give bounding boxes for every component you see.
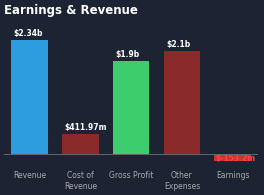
- Text: $2.34b: $2.34b: [14, 29, 43, 38]
- Bar: [113, 61, 149, 154]
- Bar: [164, 51, 200, 154]
- Text: $2.1b: $2.1b: [166, 40, 191, 49]
- Bar: [214, 154, 251, 161]
- Bar: [62, 134, 99, 154]
- Text: $411.97m: $411.97m: [65, 123, 107, 132]
- Bar: [11, 40, 48, 154]
- Text: Earnings & Revenue: Earnings & Revenue: [4, 4, 138, 17]
- Text: $1.9b: $1.9b: [115, 50, 140, 59]
- Text: $-153.2m: $-153.2m: [215, 154, 255, 163]
